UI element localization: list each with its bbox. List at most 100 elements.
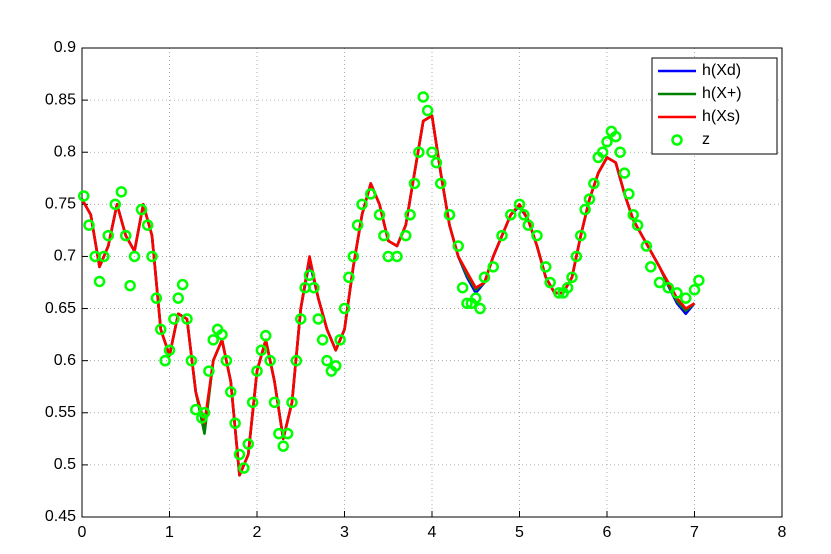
data-point bbox=[172, 292, 184, 304]
legend-symbol bbox=[671, 134, 683, 146]
legend-label: h(Xd) bbox=[702, 62, 741, 79]
data-point bbox=[109, 198, 121, 211]
x-tick-label: 7 bbox=[690, 524, 699, 541]
data-point bbox=[645, 261, 657, 273]
data-point bbox=[693, 274, 705, 287]
data-point bbox=[391, 250, 403, 263]
data-point bbox=[487, 261, 499, 273]
data-line bbox=[80, 114, 696, 477]
data-point bbox=[640, 240, 653, 252]
data-point bbox=[268, 396, 281, 409]
data-point bbox=[207, 334, 219, 346]
x-tick-label: 4 bbox=[428, 524, 437, 541]
data-point bbox=[570, 250, 583, 263]
y-tick-label: 0.9 bbox=[54, 39, 76, 56]
data-point bbox=[238, 462, 250, 474]
x-tick-label: 1 bbox=[165, 524, 174, 541]
data-point bbox=[338, 302, 351, 315]
data-point bbox=[128, 250, 141, 263]
data-point bbox=[421, 104, 434, 117]
data-point bbox=[229, 417, 241, 429]
data-point bbox=[474, 302, 486, 315]
data-point bbox=[618, 167, 631, 179]
y-tick-label: 0.45 bbox=[45, 508, 76, 525]
data-point bbox=[522, 219, 534, 231]
data-point bbox=[588, 177, 600, 190]
data-point bbox=[203, 365, 215, 377]
data-point bbox=[614, 146, 626, 158]
data-point bbox=[286, 396, 298, 409]
data-point bbox=[561, 281, 574, 294]
data-point bbox=[334, 334, 346, 346]
data-point bbox=[277, 440, 289, 452]
data-point bbox=[78, 190, 90, 202]
data-point bbox=[404, 209, 416, 221]
data-point bbox=[623, 188, 635, 200]
data-point bbox=[102, 229, 114, 242]
data-point bbox=[583, 193, 596, 205]
data-point bbox=[290, 354, 303, 367]
data-point bbox=[316, 334, 329, 346]
data-point bbox=[255, 344, 268, 356]
data-point bbox=[627, 209, 639, 221]
data-point bbox=[496, 229, 508, 242]
y-tick-label: 0.65 bbox=[45, 300, 76, 317]
x-tick-label: 3 bbox=[340, 524, 349, 541]
data-point bbox=[417, 91, 429, 103]
data-point bbox=[159, 354, 171, 367]
data-point bbox=[680, 292, 692, 304]
data-point bbox=[216, 328, 228, 341]
data-point bbox=[181, 313, 193, 325]
legend-label: h(Xs) bbox=[702, 108, 740, 125]
x-tick-label: 8 bbox=[778, 524, 787, 541]
x-tick-label: 0 bbox=[78, 524, 87, 541]
data-point bbox=[141, 219, 154, 231]
data-point bbox=[308, 281, 320, 294]
data-point bbox=[631, 219, 644, 231]
data-point bbox=[443, 209, 456, 221]
data-point bbox=[168, 313, 180, 325]
data-point bbox=[408, 177, 421, 190]
y-tick-label: 0.75 bbox=[45, 196, 76, 213]
data-point bbox=[295, 313, 307, 325]
data-point bbox=[688, 284, 701, 296]
x-tick-label: 5 bbox=[515, 524, 524, 541]
y-tick-label: 0.55 bbox=[45, 404, 76, 421]
data-point bbox=[347, 250, 359, 263]
data-point bbox=[150, 292, 163, 304]
data-point bbox=[461, 297, 473, 310]
data-point bbox=[662, 281, 674, 294]
data-point bbox=[505, 209, 517, 221]
data-point bbox=[531, 229, 543, 242]
data-point bbox=[225, 386, 237, 398]
legend-label: h(X+) bbox=[702, 85, 742, 102]
y-tick-label: 0.85 bbox=[45, 91, 76, 108]
data-point bbox=[124, 279, 136, 292]
data-point bbox=[242, 438, 254, 450]
data-point bbox=[413, 146, 425, 158]
data-point bbox=[343, 271, 355, 284]
data-point bbox=[185, 354, 198, 367]
data-point bbox=[430, 156, 443, 169]
data-point bbox=[373, 209, 386, 221]
data-point bbox=[544, 276, 556, 289]
data-point bbox=[579, 203, 591, 216]
data-point bbox=[452, 240, 464, 252]
data-point bbox=[671, 287, 683, 299]
data-point bbox=[246, 396, 259, 409]
data-point bbox=[470, 292, 482, 304]
data-point bbox=[233, 448, 246, 461]
y-tick-label: 0.7 bbox=[54, 248, 76, 265]
data-point bbox=[83, 219, 95, 231]
x-tick-label: 2 bbox=[253, 524, 262, 541]
data-point bbox=[518, 209, 530, 221]
data-point bbox=[575, 229, 587, 242]
data-point bbox=[610, 130, 622, 143]
data-point bbox=[176, 278, 189, 291]
data-point bbox=[155, 323, 167, 336]
data-point bbox=[478, 271, 491, 284]
data-point bbox=[163, 344, 176, 356]
plot-frame bbox=[81, 47, 783, 518]
data-point bbox=[566, 271, 578, 284]
